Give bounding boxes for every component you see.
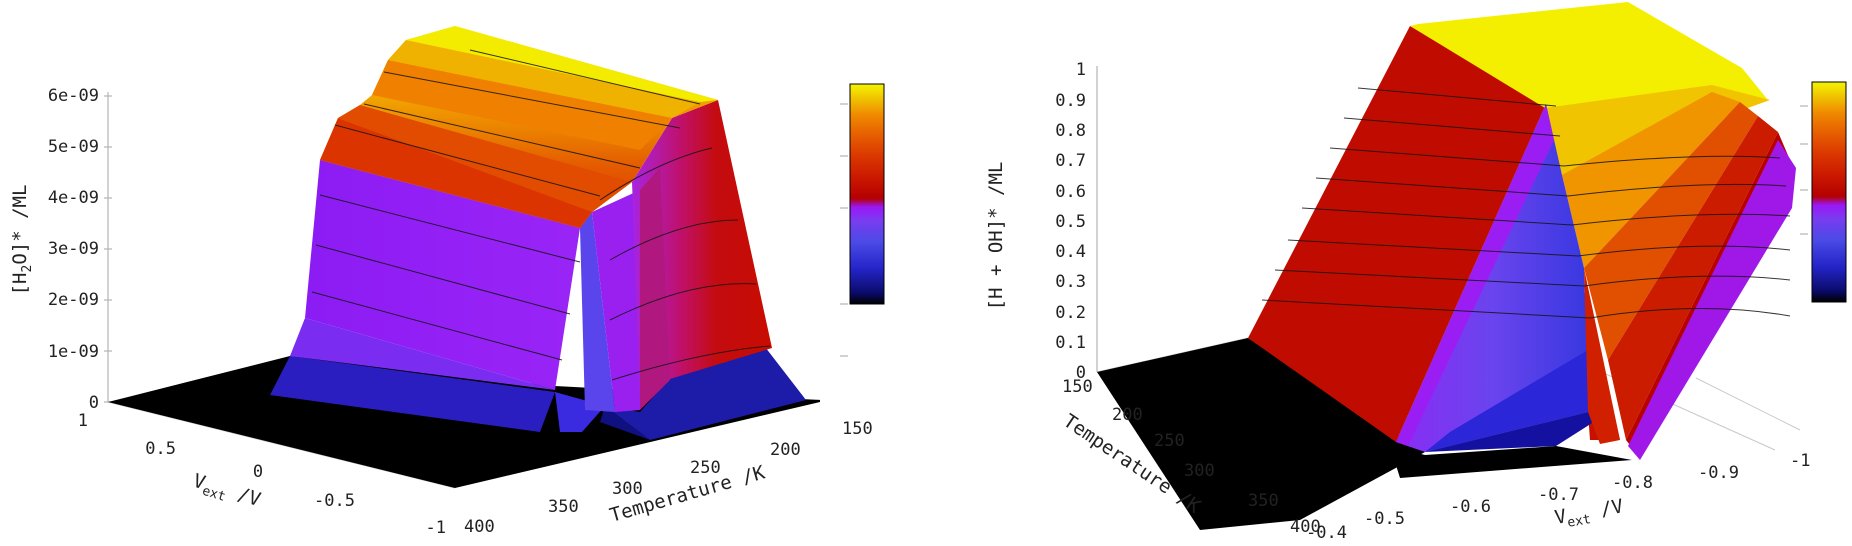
z-tick: 0.7 (1055, 151, 1086, 171)
surface-patch (1425, 350, 1588, 452)
z-axis-label: [H2O]* /ML (9, 185, 35, 296)
panel-h2o: 0 1e-09 2e-09 3e-09 4e-09 5e-09 6e-09 [H… (9, 26, 885, 538)
z-tick: 0.2 (1055, 303, 1086, 323)
contour-lines (1261, 87, 1791, 319)
surface-patch (1396, 104, 1554, 446)
surface-patch (592, 190, 640, 412)
surface-wall-front (305, 160, 580, 390)
z-tick: 0.5 (1055, 212, 1086, 232)
t-tick: 400 (464, 517, 495, 537)
surface-patch (372, 60, 672, 150)
surface (1097, 2, 1796, 530)
t-tick: 350 (548, 497, 579, 517)
z-tick: 1 (1076, 60, 1086, 80)
surface-patch (270, 356, 555, 432)
surface-patch (1584, 102, 1758, 360)
v-tick: -0.6 (1450, 497, 1491, 517)
v-tick: 0 (253, 462, 263, 482)
z-tick: 4e-09 (48, 188, 99, 208)
t-tick: 200 (770, 440, 801, 460)
t-ticks: 400 350 300 250 200 150 (464, 419, 873, 537)
surface-wall-left (1248, 26, 1546, 442)
v-tick: -1 (1790, 451, 1810, 471)
v-tick: -0.8 (1612, 473, 1653, 493)
t-tick: 300 (612, 479, 643, 499)
surface-patch (640, 168, 670, 410)
z-tick: 0.4 (1055, 242, 1086, 262)
z-tick: 6e-09 (48, 86, 99, 106)
surface-patch (1390, 446, 1632, 478)
z-ticks: 0 0.1 0.2 0.3 0.4 0.5 0.6 0.7 0.8 0.9 1 (1055, 60, 1086, 383)
colorbar-gradient (850, 84, 884, 304)
z-tick: 0 (1076, 363, 1086, 383)
t-tick: 300 (1184, 461, 1215, 481)
t-tick: 350 (1248, 491, 1279, 511)
surface-patch (600, 406, 650, 440)
colorbar-gradient (1812, 82, 1846, 302)
z-tick: 1e-09 (48, 342, 99, 362)
v-tick: -0.9 (1698, 463, 1739, 483)
t-tick: 250 (690, 458, 721, 478)
surface-patch (605, 343, 806, 440)
v-ticks: 1 0.5 0 -0.5 -1 (78, 411, 446, 538)
z-tick: 0 (89, 393, 99, 413)
colorbar (840, 83, 885, 357)
surface-patch (406, 26, 718, 102)
surface-patch (388, 40, 700, 118)
z-tick: 2e-09 (48, 290, 99, 310)
z-tick: 0.3 (1055, 272, 1086, 292)
t-ticks: 150 200 250 300 350 400 (1062, 377, 1321, 537)
surface-patch (1562, 92, 1740, 268)
z-tick: 0.6 (1055, 182, 1086, 202)
surface-floor (1097, 338, 1425, 530)
z-ticks: 0 1e-09 2e-09 3e-09 4e-09 5e-09 6e-09 (48, 86, 112, 413)
surface-patch (290, 318, 555, 390)
z-tick: 5e-09 (48, 137, 99, 157)
v-tick: -0.5 (1364, 509, 1405, 529)
v-tick: -1 (426, 518, 446, 538)
t-tick: 200 (1112, 405, 1143, 425)
surface-patch (1608, 116, 1778, 440)
z-tick: 0.8 (1055, 121, 1086, 141)
surface (108, 26, 820, 488)
z-tick: 3e-09 (48, 239, 99, 259)
surface-patch (1425, 412, 1600, 452)
surface-valley (580, 212, 615, 412)
surface-patch (1584, 268, 1620, 444)
v-tick: -0.5 (314, 491, 355, 511)
v-axis-label: Vext /V (1553, 495, 1626, 533)
z-tick: 0.9 (1055, 91, 1086, 111)
panel-h-oh: 0 0.1 0.2 0.3 0.4 0.5 0.6 0.7 0.8 0.9 1 … (985, 2, 1847, 543)
t-tick: 150 (842, 419, 873, 439)
surface-patch (555, 392, 605, 432)
t-tick: 400 (1290, 517, 1321, 537)
colorbar (1800, 81, 1847, 303)
v-tick: -0.4 (1306, 523, 1347, 541)
t-tick: 150 (1062, 377, 1093, 397)
t-tick: 250 (1154, 431, 1185, 451)
v-tick: -0.7 (1538, 485, 1579, 505)
surface-top (1410, 2, 1768, 108)
contour-lines (311, 49, 771, 381)
z-axis-label: [H + OH]* /ML (985, 162, 1007, 311)
surface-patch (320, 118, 592, 228)
v-tick: 0.5 (145, 439, 176, 459)
surface-edge-right (1628, 140, 1796, 460)
z-tick: 0.1 (1055, 333, 1086, 353)
v-tick: 1 (78, 411, 88, 431)
v-ticks: -0.4 -0.5 -0.6 -0.7 -0.8 -0.9 -1 (1306, 451, 1810, 543)
